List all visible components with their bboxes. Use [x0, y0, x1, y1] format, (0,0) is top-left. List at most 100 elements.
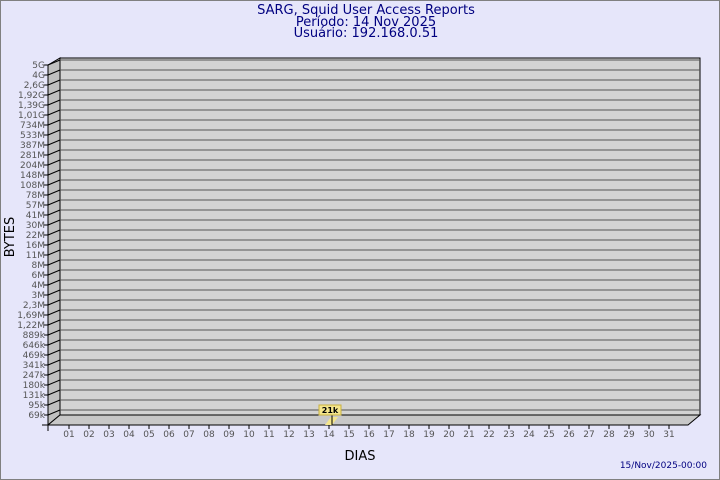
x-tick-label: 26 [563, 430, 575, 440]
x-tick-label: 06 [163, 430, 175, 440]
y-tick-label: 734M [20, 121, 45, 131]
chart-period: Período: 14 Nov 2025 [295, 15, 437, 30]
y-tick-diagonal [47, 339, 61, 346]
x-tick-label: 22 [483, 430, 494, 440]
x-tick-label: 21 [463, 430, 474, 440]
y-tick-label: 180k [23, 381, 46, 391]
y-tick-label: 16M [26, 241, 45, 251]
y-tick-label: 69k [28, 411, 45, 421]
x-tick-label: 23 [503, 430, 514, 440]
y-tick-diagonal [47, 369, 61, 376]
y-tick-label: 387M [20, 141, 45, 151]
y-tick-diagonal [47, 269, 61, 276]
y-tick-label: 30M [26, 221, 45, 231]
y-tick-label: 11M [26, 251, 45, 261]
y-tick-label: 4M [32, 281, 46, 291]
plot-side-wall [47, 57, 61, 427]
y-tick-diagonal [47, 259, 61, 266]
plot-floor [46, 414, 702, 426]
y-tick-diagonal [47, 379, 61, 386]
y-tick-label: 2,6G [24, 81, 45, 91]
y-tick-label: 131k [23, 391, 46, 401]
y-tick-label: 5G [32, 61, 45, 71]
y-tick-label: 4G [32, 71, 45, 81]
y-tick-diagonal [47, 109, 61, 116]
x-tick-label: 14 [323, 430, 335, 440]
x-tick-label: 11 [263, 430, 274, 440]
x-tick-label: 05 [143, 430, 154, 440]
x-tick-label: 18 [403, 430, 415, 440]
x-tick-label: 12 [283, 430, 294, 440]
y-tick-diagonal [47, 129, 61, 136]
y-tick-diagonal [47, 219, 61, 226]
y-tick-label: 22M [26, 231, 45, 241]
y-tick-label: 1,39G [18, 101, 45, 111]
y-tick-diagonal [47, 239, 61, 246]
y-tick-label: 341k [23, 361, 46, 371]
x-tick-label: 19 [423, 430, 435, 440]
x-tick-label: 02 [83, 430, 94, 440]
y-tick-label: 1,69M [17, 311, 45, 321]
x-tick-label: 31 [663, 430, 674, 440]
data-label-box [318, 404, 342, 416]
x-tick-label: 17 [383, 430, 394, 440]
y-tick-label: 41M [26, 211, 45, 221]
y-tick-diagonal [47, 249, 61, 256]
y-tick-label: 281M [20, 151, 45, 161]
y-tick-diagonal [47, 409, 61, 416]
y-axis-label: BYTES [3, 217, 18, 258]
x-tick-label: 30 [643, 430, 655, 440]
y-tick-diagonal [47, 329, 61, 336]
chart-user: Usuário: 192.168.0.51 [293, 26, 439, 41]
x-tick-label: 20 [443, 430, 455, 440]
y-tick-diagonal [47, 169, 61, 176]
y-tick-label: 469k [23, 351, 46, 361]
y-tick-label: 889k [23, 331, 46, 341]
x-tick-label: 10 [243, 430, 255, 440]
x-tick-label: 03 [103, 430, 114, 440]
x-tick-label: 04 [123, 430, 135, 440]
y-tick-label: 204M [20, 161, 45, 171]
y-tick-diagonal [47, 309, 61, 316]
y-tick-diagonal [47, 149, 61, 156]
x-tick-label: 16 [363, 430, 375, 440]
y-tick-diagonal [47, 319, 61, 326]
x-tick-label: 25 [543, 430, 554, 440]
y-tick-label: 95k [28, 401, 45, 411]
y-tick-diagonal [47, 289, 61, 296]
y-tick-label: 2,3M [23, 301, 45, 311]
x-tick-label: 09 [223, 430, 235, 440]
x-tick-label: 24 [523, 430, 535, 440]
y-tick-label: 78M [26, 191, 45, 201]
x-tick-label: 28 [603, 430, 615, 440]
y-tick-diagonal [47, 159, 61, 166]
x-tick-label: 15 [343, 430, 354, 440]
y-tick-diagonal [47, 359, 61, 366]
y-tick-label: 1,22M [17, 321, 45, 331]
x-tick-label: 01 [63, 430, 74, 440]
y-tick-diagonal [47, 59, 61, 66]
y-tick-label: 8M [32, 261, 46, 271]
y-tick-diagonal [47, 299, 61, 306]
y-tick-label: 57M [26, 201, 45, 211]
y-tick-label: 247k [23, 371, 46, 381]
y-tick-diagonal [47, 229, 61, 236]
y-tick-diagonal [47, 389, 61, 396]
y-tick-label: 3M [32, 291, 46, 301]
y-tick-diagonal [47, 209, 61, 216]
y-tick-label: 646k [23, 341, 46, 351]
y-tick-diagonal [47, 89, 61, 96]
y-tick-diagonal [47, 179, 61, 186]
y-tick-diagonal [47, 79, 61, 86]
y-tick-diagonal [47, 349, 61, 356]
y-tick-label: 1,92G [18, 91, 45, 101]
x-axis-label: DIAS [345, 449, 376, 464]
plot-back-wall [59, 57, 701, 416]
y-tick-label: 6M [32, 271, 46, 281]
y-tick-diagonal [47, 69, 61, 76]
data-label: 21k [322, 406, 339, 415]
footer-timestamp: 15/Nov/2025-00:00 [619, 461, 707, 471]
x-tick-label: 29 [623, 430, 635, 440]
y-tick-label: 1,01G [18, 111, 45, 121]
